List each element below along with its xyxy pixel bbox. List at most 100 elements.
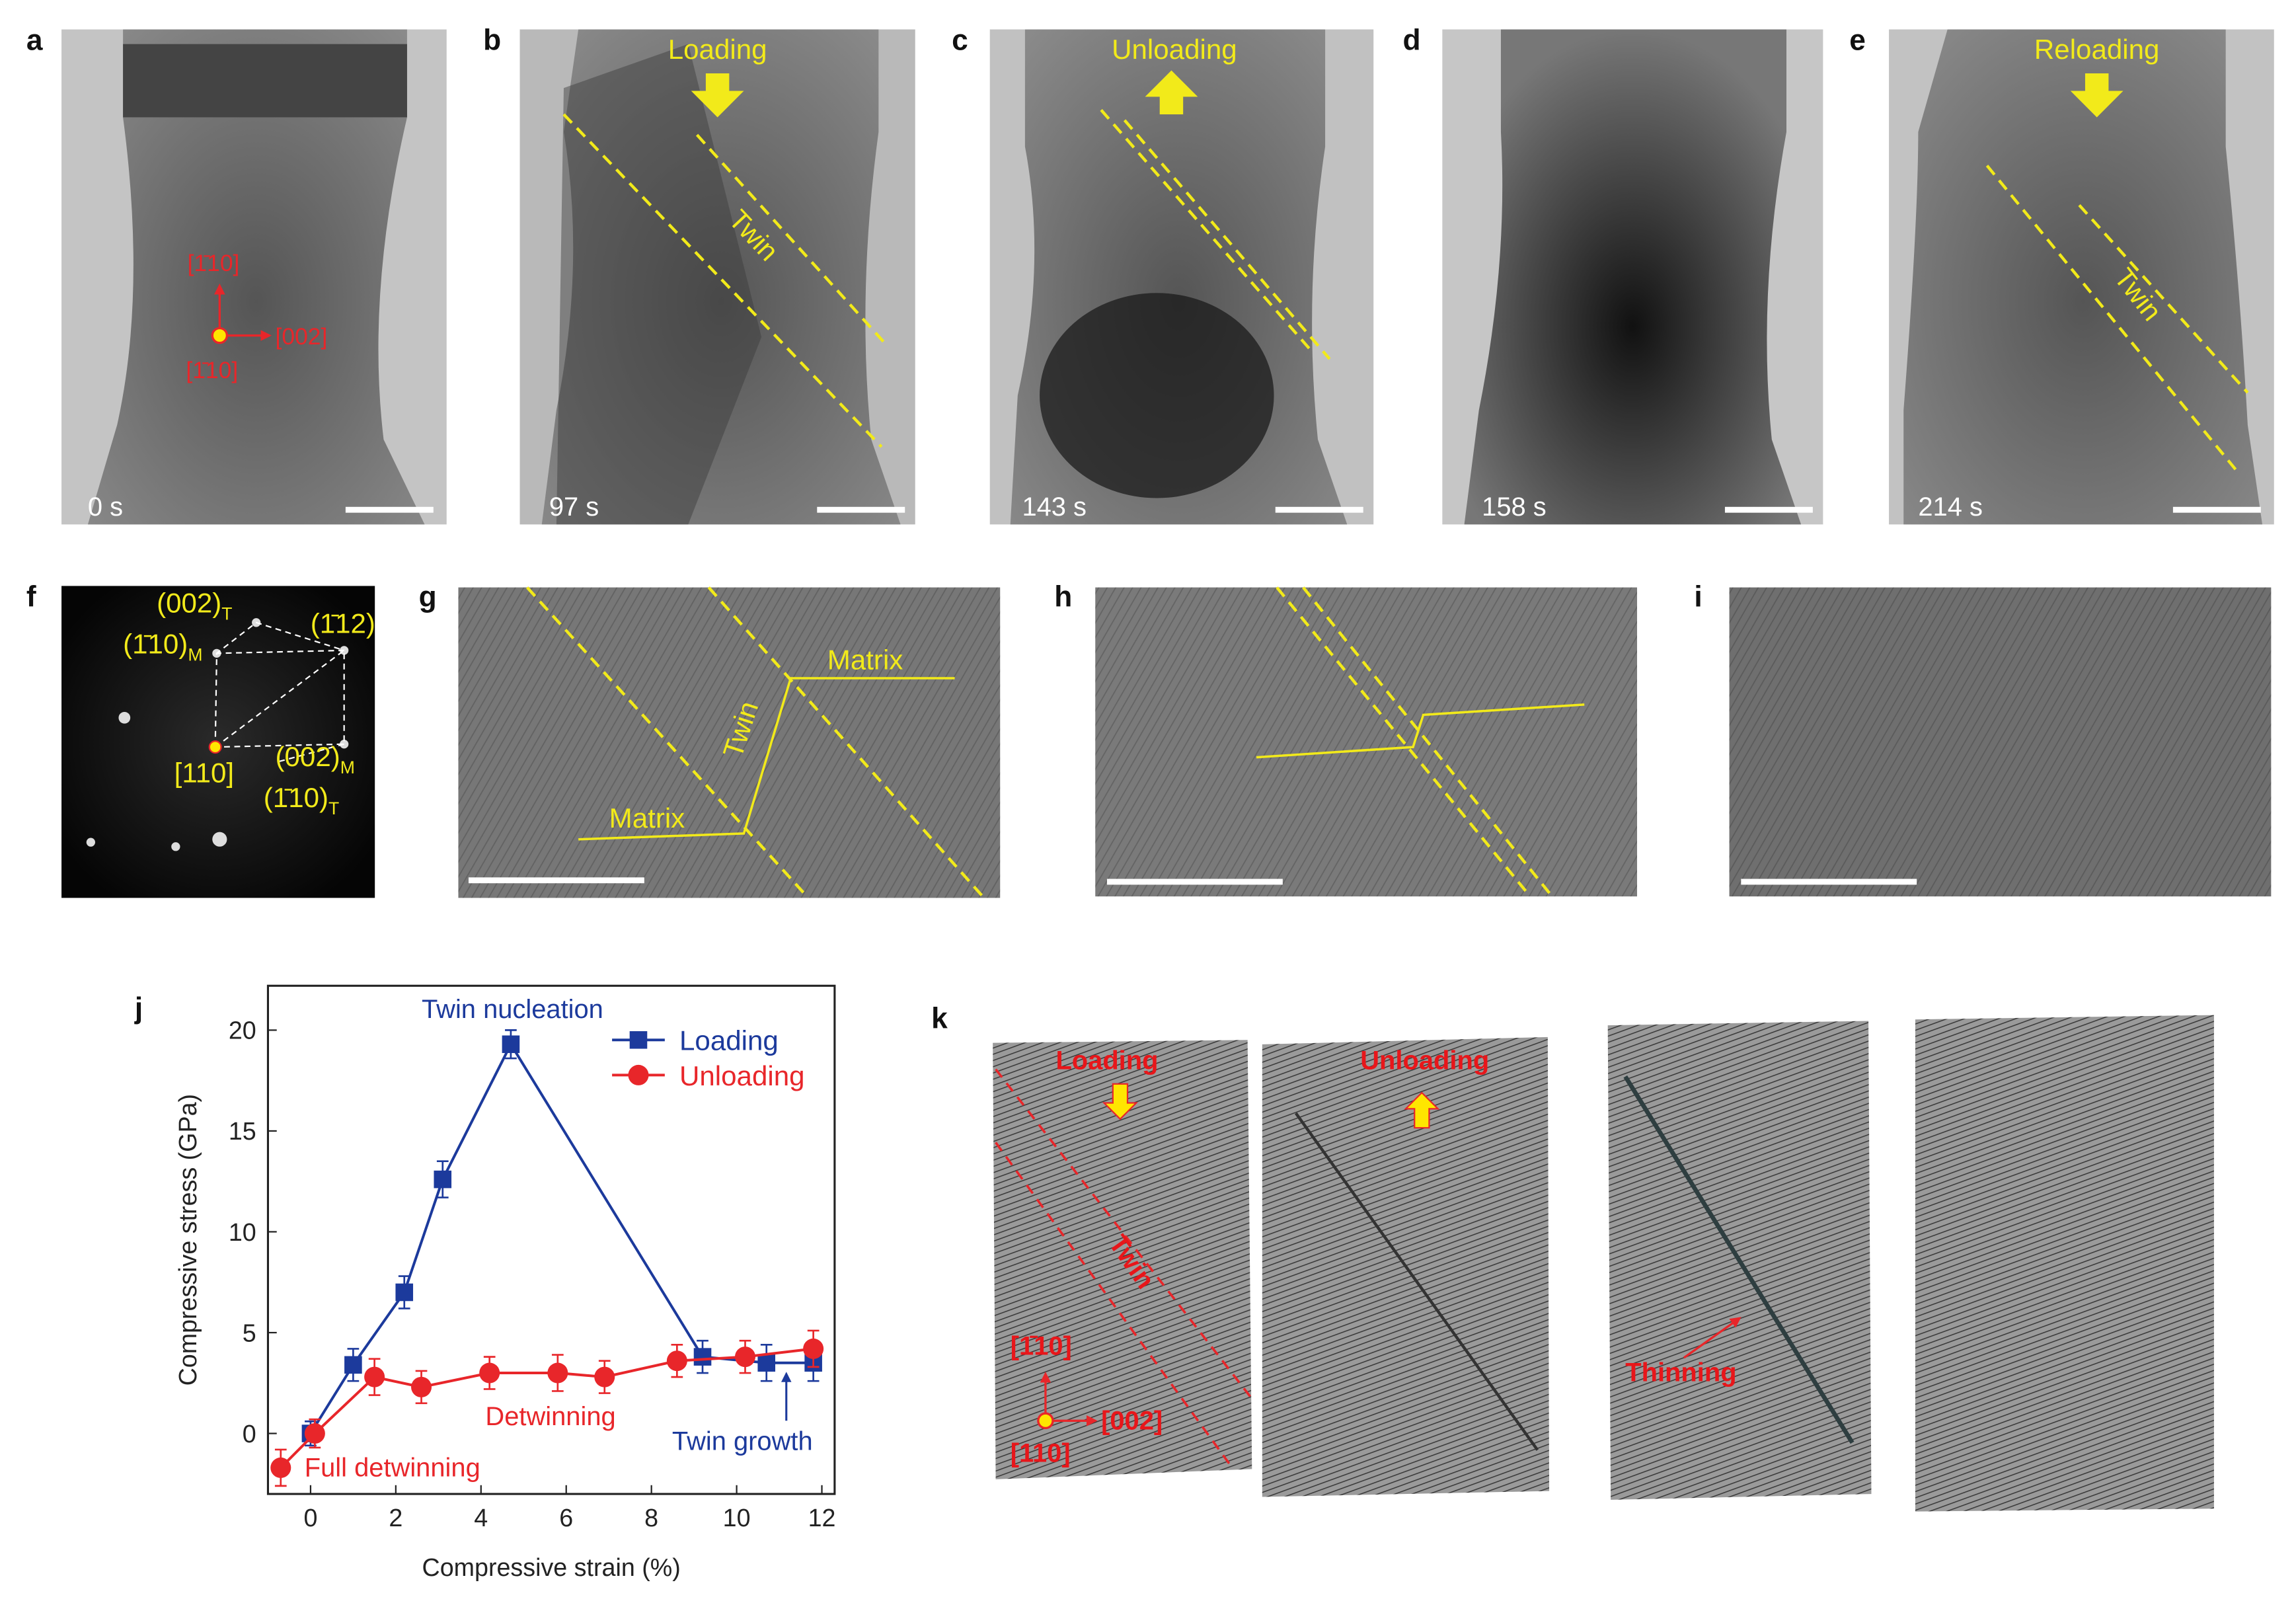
scale-bar (468, 877, 644, 884)
scale-bar (1724, 506, 1813, 513)
pillar (87, 29, 425, 525)
panel-label: j (134, 992, 143, 1025)
lattice (1095, 587, 1637, 897)
panel-f: (002)T (1̄12) (1̄10)M [110] (002)M (1̄10… (61, 586, 375, 898)
scale-bar (817, 506, 905, 513)
marker (803, 1338, 824, 1359)
scale-bar (345, 506, 434, 513)
twin-band (1623, 1075, 1855, 1444)
pillar (1464, 29, 1802, 525)
marker (547, 1362, 568, 1384)
load-arrow (2070, 73, 2124, 118)
y-tick-label: 5 (243, 1319, 256, 1347)
spot-label: (002)T (157, 587, 232, 623)
panel-label: d (1403, 24, 1421, 57)
panel-g: Matrix Twin Matrix (458, 586, 1001, 899)
twin-boundary (525, 586, 810, 899)
panel-i (1729, 587, 2272, 897)
stress-strain-chart: 0 2 4 6 8 10 12 0 5 10 15 20 Compressive strain (%) C… (174, 984, 836, 1581)
x-tick-label: 4 (474, 1504, 488, 1532)
series-line (309, 1041, 814, 1434)
scale-bar (1741, 879, 1917, 885)
index-lines (214, 621, 345, 763)
action-label: Unloading (1112, 34, 1237, 65)
panel-e: Reloading Twin 214 s (1889, 29, 2274, 525)
twin-boundary (2078, 204, 2249, 394)
y-tick-label: 0 (243, 1420, 256, 1448)
pillar (541, 29, 901, 525)
annotation: Thinning (1625, 1358, 1736, 1387)
shadow (556, 44, 762, 525)
scale-bar (1106, 879, 1283, 885)
action-label: Reloading (2034, 34, 2160, 65)
pointer (1683, 1317, 1741, 1359)
legend-label: Loading (679, 1025, 779, 1056)
spot-label: (1̄10)T (264, 782, 339, 818)
md-snapshot (1915, 1015, 2214, 1512)
twin-boundary (1123, 119, 1331, 360)
region-label: Matrix (609, 802, 685, 834)
panel-label: k (931, 1003, 948, 1035)
series-line (280, 1347, 814, 1469)
annotation: Twin growth (672, 1427, 813, 1456)
x-axis-label: Compressive strain (%) (422, 1553, 681, 1581)
legend-marker (628, 1064, 649, 1085)
twin-boundary (695, 134, 888, 346)
unload-arrow (1145, 70, 1198, 115)
md-snapshot (993, 1040, 1252, 1479)
scale-bar (2172, 506, 2261, 513)
marker (364, 1366, 385, 1387)
cap (123, 44, 407, 118)
annotation: Full detwinning (305, 1453, 480, 1482)
region-label: Matrix (827, 644, 903, 676)
panel-b: Loading Twin 97 s (519, 29, 915, 525)
marker (666, 1350, 687, 1372)
x-tick-label: 8 (644, 1504, 658, 1532)
axis-origin (1037, 1412, 1054, 1430)
y-axis-label: Compressive stress (GPa) (174, 1094, 202, 1386)
twin-boundary (1100, 108, 1313, 353)
twin-boundary (1276, 586, 1531, 898)
panel-label: c (952, 24, 968, 57)
trace-line (1256, 703, 1585, 759)
marker (270, 1457, 291, 1478)
y-tick-label: 20 (229, 1017, 256, 1044)
direction-label: [1̄10] (1011, 1332, 1072, 1361)
twin-boundary (562, 113, 883, 448)
time-label: 0 s (88, 492, 123, 522)
annotation: Twin nucleation (422, 995, 603, 1024)
marker (395, 1283, 414, 1302)
time-label: 158 s (1482, 492, 1547, 522)
marker (734, 1347, 755, 1368)
action-label: Loading (668, 34, 767, 65)
legend-label: Unloading (679, 1060, 805, 1091)
panel-label: g (419, 580, 437, 613)
marker (344, 1356, 362, 1374)
spot-label: (1̄12) (311, 607, 375, 639)
marker (757, 1354, 776, 1372)
marker (479, 1362, 500, 1384)
marker (693, 1348, 712, 1366)
direction-label: [002] (276, 323, 328, 350)
marker (594, 1366, 615, 1387)
spot-label: (1̄10)M (123, 628, 202, 664)
axis-origin (211, 327, 229, 344)
panel-label: e (1849, 24, 1866, 57)
lattice (458, 587, 1001, 898)
contrast (1040, 293, 1274, 498)
load-arrow (1102, 1083, 1138, 1120)
trace-line (578, 677, 955, 841)
action-label: Loading (1055, 1046, 1158, 1075)
load-arrow (691, 73, 744, 118)
plot-frame (266, 984, 836, 1495)
lattice (1729, 587, 2272, 897)
panel-a: [1̄10] [002] [1̄10] 0 s (61, 29, 447, 525)
panel-label: b (483, 24, 501, 57)
panel-c: Unloading 143 s (989, 29, 1374, 525)
y-tick-label: 10 (229, 1218, 256, 1246)
marker (502, 1035, 520, 1054)
panel-d: 158 s (1442, 29, 1823, 525)
scale-bar (1275, 506, 1363, 513)
